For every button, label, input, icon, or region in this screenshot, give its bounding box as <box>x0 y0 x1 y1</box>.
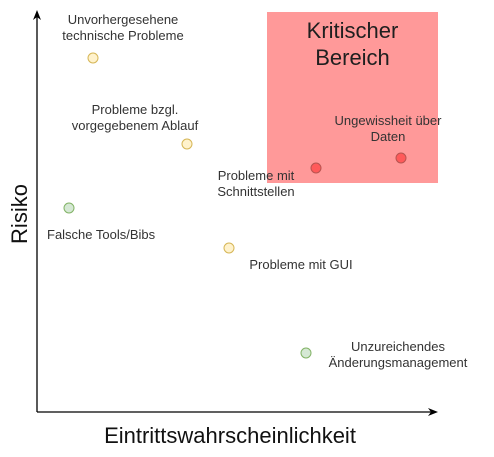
label-aenderung: Unzureichendes Änderungsmanagement <box>328 339 468 370</box>
dot-daten <box>395 152 407 164</box>
label-daten: Ungewissheit über Daten <box>334 113 442 144</box>
dot-ablauf <box>181 138 193 150</box>
dot-unvorhergesehene <box>87 52 99 64</box>
critical-zone-title: Kritischer Bereich <box>306 18 399 70</box>
dot-aenderung <box>300 347 312 359</box>
dot-tools <box>63 202 75 214</box>
critical-zone <box>267 12 438 183</box>
dot-schnittstellen <box>310 162 322 174</box>
y-axis-title: Risiko <box>7 184 32 244</box>
label-tools: Falsche Tools/Bibs <box>47 227 156 242</box>
x-axis-title: Eintrittswahrscheinlichkeit <box>104 423 356 448</box>
dot-gui <box>223 242 235 254</box>
label-gui: Probleme mit GUI <box>249 257 353 272</box>
label-ablauf: Probleme bzgl. vorgegebenem Ablauf <box>71 102 199 133</box>
label-unvorhergesehene: Unvorhergesehene technische Probleme <box>62 12 184 43</box>
label-schnittstellen: Probleme mit Schnittstellen <box>217 168 295 199</box>
